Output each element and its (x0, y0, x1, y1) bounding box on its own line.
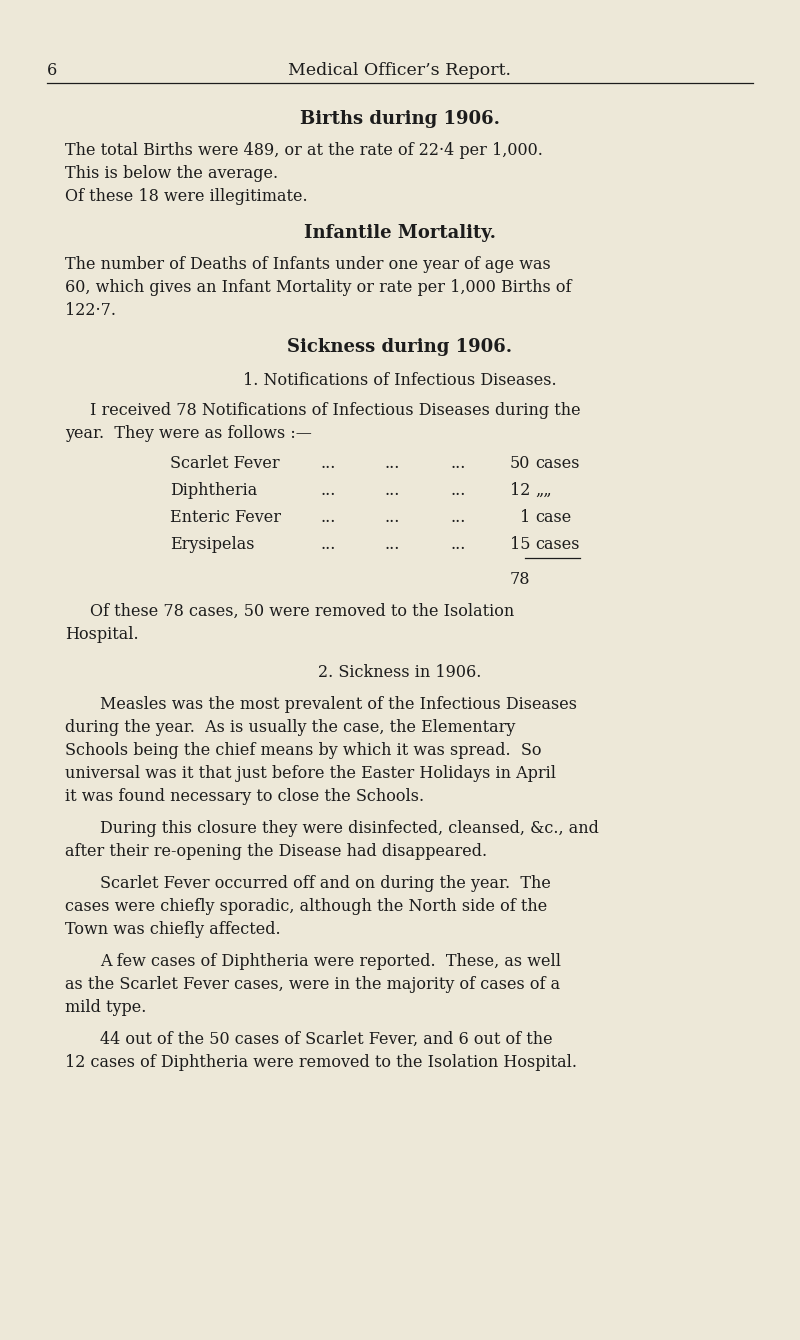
Text: ...: ... (320, 536, 335, 553)
Text: This is below the average.: This is below the average. (65, 165, 278, 182)
Text: Scarlet Fever: Scarlet Fever (170, 456, 280, 472)
Text: Enteric Fever: Enteric Fever (170, 509, 281, 527)
Text: Erysipelas: Erysipelas (170, 536, 254, 553)
Text: „„: „„ (535, 482, 552, 498)
Text: 6: 6 (47, 62, 58, 79)
Text: ...: ... (385, 456, 400, 472)
Text: 44 out of the 50 cases of Scarlet Fever, and 6 out of the: 44 out of the 50 cases of Scarlet Fever,… (100, 1030, 553, 1048)
Text: Hospital.: Hospital. (65, 626, 138, 643)
Text: 12: 12 (510, 482, 530, 498)
Text: cases: cases (535, 536, 579, 553)
Text: 60, which gives an Infant Mortality or rate per 1,000 Births of: 60, which gives an Infant Mortality or r… (65, 279, 571, 296)
Text: The number of Deaths of Infants under one year of age was: The number of Deaths of Infants under on… (65, 256, 550, 273)
Text: mild type.: mild type. (65, 1000, 146, 1016)
Text: Schools being the chief means by which it was spread.  So: Schools being the chief means by which i… (65, 742, 542, 758)
Text: ...: ... (450, 509, 466, 527)
Text: ...: ... (450, 456, 466, 472)
Text: 1: 1 (520, 509, 530, 527)
Text: I received 78 Notifications of Infectious Diseases during the: I received 78 Notifications of Infectiou… (90, 402, 581, 419)
Text: cases were chiefly sporadic, although the North side of the: cases were chiefly sporadic, although th… (65, 898, 547, 915)
Text: ...: ... (450, 482, 466, 498)
Text: ...: ... (385, 509, 400, 527)
Text: Of these 78 cases, 50 were removed to the Isolation: Of these 78 cases, 50 were removed to th… (90, 603, 514, 620)
Text: 15: 15 (510, 536, 530, 553)
Text: it was found necessary to close the Schools.: it was found necessary to close the Scho… (65, 788, 424, 805)
Text: ...: ... (450, 536, 466, 553)
Text: Scarlet Fever occurred off and on during the year.  The: Scarlet Fever occurred off and on during… (100, 875, 551, 892)
Text: ...: ... (320, 482, 335, 498)
Text: Town was chiefly affected.: Town was chiefly affected. (65, 921, 281, 938)
Text: during the year.  As is usually the case, the Elementary: during the year. As is usually the case,… (65, 720, 515, 736)
Text: Measles was the most prevalent of the Infectious Diseases: Measles was the most prevalent of the In… (100, 695, 577, 713)
Text: universal was it that just before the Easter Holidays in April: universal was it that just before the Ea… (65, 765, 556, 783)
Text: 50: 50 (510, 456, 530, 472)
Text: as the Scarlet Fever cases, were in the majority of cases of a: as the Scarlet Fever cases, were in the … (65, 976, 560, 993)
Text: A few cases of Diphtheria were reported.  These, as well: A few cases of Diphtheria were reported.… (100, 953, 561, 970)
Text: During this closure they were disinfected, cleansed, &c., and: During this closure they were disinfecte… (100, 820, 599, 838)
Text: ...: ... (385, 482, 400, 498)
Text: Of these 18 were illegitimate.: Of these 18 were illegitimate. (65, 188, 308, 205)
Text: Births during 1906.: Births during 1906. (300, 110, 500, 129)
Text: Medical Officer’s Report.: Medical Officer’s Report. (289, 62, 511, 79)
Text: case: case (535, 509, 571, 527)
Text: cases: cases (535, 456, 579, 472)
Text: 1. Notifications of Infectious Diseases.: 1. Notifications of Infectious Diseases. (243, 373, 557, 389)
Text: 122·7.: 122·7. (65, 302, 116, 319)
Text: ...: ... (320, 456, 335, 472)
Text: year.  They were as follows :—: year. They were as follows :— (65, 425, 312, 442)
Text: 12 cases of Diphtheria were removed to the Isolation Hospital.: 12 cases of Diphtheria were removed to t… (65, 1055, 577, 1071)
Text: 2. Sickness in 1906.: 2. Sickness in 1906. (318, 665, 482, 681)
Text: Infantile Mortality.: Infantile Mortality. (304, 224, 496, 243)
Text: ...: ... (385, 536, 400, 553)
Text: Diphtheria: Diphtheria (170, 482, 258, 498)
Text: The total Births were 489, or at the rate of 22·4 per 1,000.: The total Births were 489, or at the rat… (65, 142, 543, 159)
Text: Sickness during 1906.: Sickness during 1906. (287, 338, 513, 356)
Text: after their re-opening the Disease had disappeared.: after their re-opening the Disease had d… (65, 843, 487, 860)
Text: 78: 78 (510, 571, 530, 588)
Text: ...: ... (320, 509, 335, 527)
